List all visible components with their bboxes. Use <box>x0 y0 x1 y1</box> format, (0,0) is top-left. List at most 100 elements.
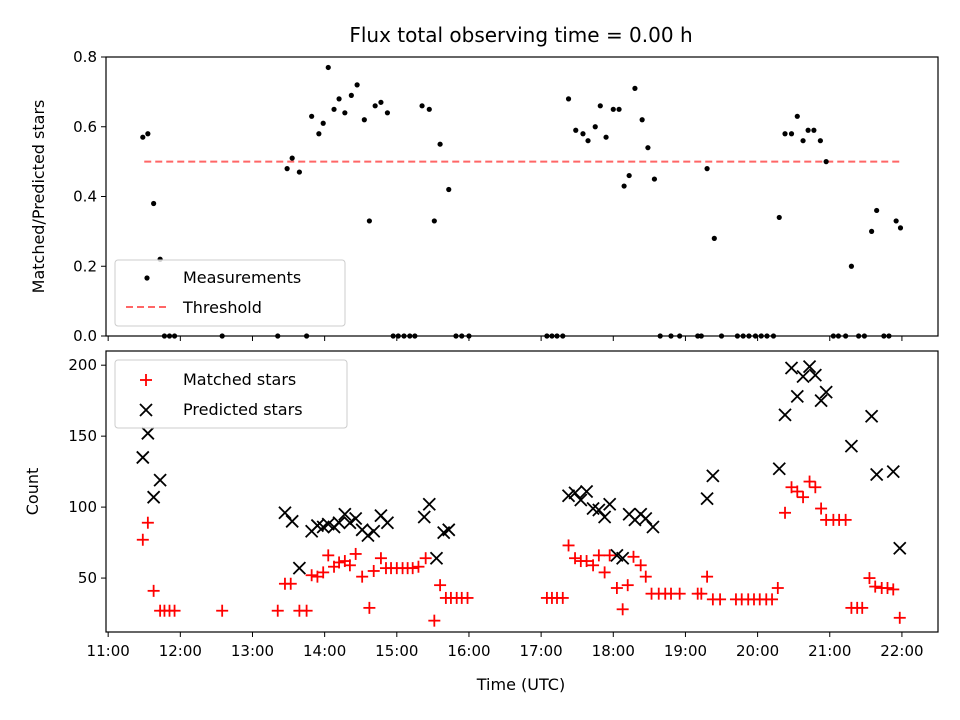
matched-star-point <box>771 582 784 595</box>
measurement-point <box>372 103 378 109</box>
measurement-point <box>874 207 880 214</box>
matched-star-point <box>592 549 605 562</box>
measurement-point <box>800 138 806 144</box>
bottom-panel-frame <box>105 350 939 633</box>
matched-star-point <box>349 547 362 560</box>
matched-star-point <box>556 591 569 604</box>
predicted-star-point <box>442 523 456 537</box>
matched-star-point <box>406 562 419 575</box>
measurement-point <box>361 117 367 123</box>
predicted-star-point <box>417 510 431 524</box>
matched-star-point <box>419 552 432 565</box>
predicted-star-point <box>561 489 576 503</box>
legend-predicted-label: Predicted stars <box>183 400 303 419</box>
measurement-point <box>621 183 627 189</box>
matched-star-point <box>887 583 900 596</box>
measurement-point <box>585 138 591 144</box>
predicted-star-point <box>153 473 167 487</box>
matched-star-point <box>869 580 882 593</box>
matched-star-point <box>412 560 425 573</box>
predicted-star-point <box>886 464 900 479</box>
measurement-point <box>645 145 651 151</box>
matched-star-point <box>839 513 852 526</box>
bottom-y-tick-label: 100 <box>68 498 97 516</box>
top-panel-axes: 0.0 0.2 0.4 0.6 0.8 <box>73 48 903 345</box>
predicted-star-point <box>579 484 594 499</box>
matched-star-point <box>356 570 369 583</box>
measurement-point <box>309 113 315 119</box>
measurement-point <box>366 218 372 224</box>
predicted-star-point <box>790 389 804 404</box>
predicted-star-point <box>422 497 436 511</box>
measurement-point <box>776 214 782 221</box>
predicted-star-point <box>592 503 606 517</box>
measurement-point <box>140 134 146 140</box>
matched-star-point <box>461 591 474 604</box>
predicted-star-point <box>332 516 346 530</box>
top-legend: Measurements Threshold <box>114 259 346 327</box>
matched-star-point <box>621 579 634 592</box>
matched-star-point <box>580 555 593 568</box>
x-tick-label: 22:00 <box>880 642 923 660</box>
predicted-star-point <box>778 408 792 422</box>
matched-star-point <box>141 516 154 529</box>
measurement-point <box>573 127 579 133</box>
x-tick-label: 15:00 <box>375 642 418 660</box>
matched-star-point <box>147 584 160 597</box>
measurement-point <box>289 155 295 161</box>
legend-measurements-label: Measurements <box>183 268 301 287</box>
matched-star-point <box>216 604 229 617</box>
measurement-point <box>897 225 904 231</box>
predicted-star-point <box>639 511 653 526</box>
predicted-star-point <box>844 439 859 453</box>
predicted-star-point <box>814 394 828 408</box>
predicted-star-point <box>285 514 299 528</box>
legend-predicted-marker <box>139 403 153 417</box>
x-tick-label: 11:00 <box>87 642 130 660</box>
measurement-point <box>782 131 788 137</box>
matched-star-point <box>701 570 714 583</box>
matched-star-point <box>639 570 652 583</box>
legend-matched-marker <box>140 374 152 386</box>
matched-star-point <box>881 582 894 595</box>
matched-star-point <box>300 604 313 617</box>
measurement-point <box>145 131 151 137</box>
predicted-star-point <box>367 524 381 538</box>
measurement-point <box>632 85 638 91</box>
bottom-panel-marks <box>136 359 907 627</box>
measurement-point <box>437 141 443 147</box>
top-y-tick-label: 0.2 <box>73 257 97 275</box>
measurement-point <box>348 92 354 98</box>
matched-star-point <box>271 604 284 617</box>
matched-star-point <box>856 601 869 614</box>
predicted-star-point <box>338 507 352 521</box>
bottom-panel: 50 100 150 200 11:00 12:00 13:00 14:00 15:00 16:0… <box>23 350 939 694</box>
measurement-point <box>580 131 586 137</box>
matched-star-point <box>598 566 611 579</box>
predicted-star-point <box>136 450 150 465</box>
chart-title: Flux total observing time = 0.00 h <box>349 23 692 47</box>
bottom-y-tick-label: 200 <box>68 356 97 374</box>
matched-star-point <box>673 587 686 600</box>
measurement-point <box>704 166 710 172</box>
measurement-point <box>610 106 616 112</box>
measurement-point <box>893 218 899 224</box>
matched-star-point <box>284 577 297 590</box>
top-y-tick-label: 0.4 <box>73 188 97 206</box>
matched-star-point <box>893 611 906 624</box>
predicted-star-point <box>870 467 884 482</box>
top-y-axis-label: Matched/Predicted stars <box>29 100 48 294</box>
matched-star-point <box>374 552 387 565</box>
predicted-star-point <box>292 561 307 575</box>
measurement-point <box>592 124 598 130</box>
measurement-point <box>565 96 572 102</box>
predicted-star-point <box>146 490 161 504</box>
measurement-point <box>446 186 452 193</box>
bottom-y-tick-label: 50 <box>78 569 97 587</box>
predicted-star-point <box>864 409 879 423</box>
matched-star-point <box>863 572 876 585</box>
predicted-star-point <box>796 369 810 384</box>
matched-star-point <box>562 539 575 552</box>
x-tick-label: 19:00 <box>664 642 707 660</box>
